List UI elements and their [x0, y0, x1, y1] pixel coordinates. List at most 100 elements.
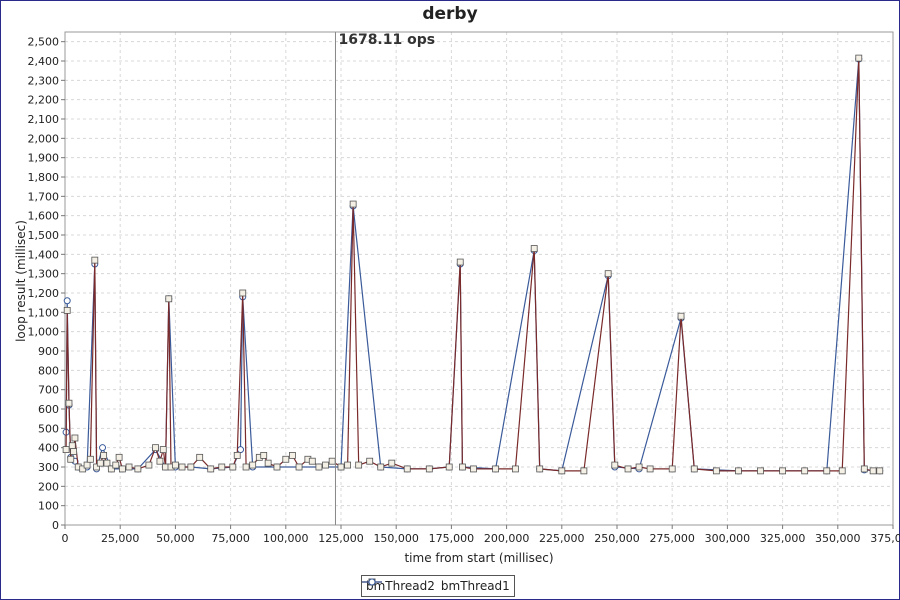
- annotation-layer: 1678.11 ops: [334, 32, 435, 525]
- data-point: [425, 465, 433, 473]
- data-point: [125, 463, 133, 471]
- data-point: [134, 465, 142, 473]
- y-tick-label: 600: [38, 403, 59, 416]
- legend: bmThread2 bmThread1: [361, 575, 515, 597]
- data-point: [735, 467, 742, 475]
- data-point: [273, 463, 281, 471]
- data-point: [171, 461, 179, 469]
- y-tick-label: 1,800: [28, 171, 60, 184]
- data-point: [242, 463, 250, 471]
- data-point: [289, 451, 296, 459]
- data-point: [388, 459, 396, 467]
- y-tick-label: 1,500: [28, 229, 60, 242]
- data-point: [107, 465, 115, 473]
- data-point: [349, 200, 357, 208]
- data-point: [876, 467, 884, 475]
- data-point: [677, 312, 685, 320]
- data-point: [112, 461, 120, 469]
- x-tick-label: 200,000: [484, 532, 530, 545]
- y-tick-label: 2,000: [28, 132, 60, 145]
- y-tick-label: 700: [38, 384, 59, 397]
- data-point: [119, 465, 126, 473]
- data-point: [86, 455, 94, 463]
- data-point: [823, 467, 831, 475]
- data-point: [152, 444, 159, 452]
- data-point: [159, 446, 167, 454]
- data-point: [178, 463, 186, 471]
- data-point: [115, 453, 123, 461]
- data-point: [869, 467, 877, 475]
- y-tick-label: 500: [38, 422, 59, 435]
- y-tick-label: 400: [38, 442, 59, 455]
- data-point: [668, 465, 676, 473]
- data-point: [445, 463, 453, 471]
- data-point: [260, 451, 268, 459]
- data-point: [624, 465, 632, 473]
- y-axis-label: loop result (millisec): [14, 220, 28, 342]
- data-point: [635, 463, 643, 471]
- plot-area: [64, 31, 894, 526]
- y-tick-label: 1,600: [28, 210, 60, 223]
- x-tick-label: 0: [62, 532, 69, 545]
- data-point: [156, 457, 164, 465]
- data-point: [295, 463, 303, 471]
- data-point: [470, 465, 477, 473]
- data-point: [229, 463, 237, 471]
- data-point: [83, 461, 91, 469]
- data-point: [512, 465, 519, 473]
- legend-item: bmThread1: [362, 578, 510, 593]
- data-point: [366, 457, 374, 465]
- data-point: [344, 461, 352, 469]
- data-point: [779, 467, 786, 475]
- y-tick-label: 2,500: [28, 36, 60, 49]
- data-point: [62, 446, 70, 454]
- x-tick-label: 300,000: [705, 532, 751, 545]
- circle-marker-icon: [362, 578, 382, 586]
- x-tick-label: 75,000: [211, 532, 250, 545]
- y-tick-label: 300: [38, 461, 59, 474]
- grid-layer: [64, 32, 894, 526]
- x-tick-label: 375,000: [870, 532, 900, 545]
- y-tick-label: 1,400: [28, 248, 60, 261]
- legend-label: bmThread2: [366, 579, 435, 593]
- series-bmThread2: [62, 54, 884, 475]
- data-point: [239, 289, 247, 297]
- y-tick-label: 0: [52, 519, 59, 532]
- y-tick-label: 200: [38, 480, 59, 493]
- data-point: [604, 270, 612, 278]
- x-tick-label: 350,000: [815, 532, 861, 545]
- y-tick-label: 900: [38, 345, 59, 358]
- x-tick-label: 325,000: [760, 532, 806, 545]
- data-point: [801, 467, 809, 475]
- data-point: [91, 256, 99, 264]
- data-point: [855, 54, 863, 62]
- data-point: [646, 465, 654, 473]
- data-point: [611, 461, 619, 469]
- y-tick-label: 1,900: [28, 152, 60, 165]
- data-point: [757, 467, 764, 475]
- data-point: [712, 467, 720, 475]
- data-point: [860, 465, 868, 473]
- data-point: [322, 461, 329, 469]
- data-point: [530, 245, 538, 252]
- x-tick-label: 100,000: [263, 532, 309, 545]
- x-tick-label: 125,000: [318, 532, 364, 545]
- x-tick-label: 25,000: [101, 532, 140, 545]
- data-point: [249, 461, 257, 469]
- y-tick-label: 800: [38, 364, 59, 377]
- x-tick-label: 250,000: [594, 532, 640, 545]
- data-point: [459, 463, 466, 471]
- data-point: [67, 455, 75, 463]
- y-tick-label: 1,200: [28, 287, 60, 300]
- data-point: [99, 444, 107, 452]
- y-tick-label: 100: [38, 500, 59, 513]
- data-point: [187, 463, 195, 471]
- y-tick-label: 1,300: [28, 268, 60, 281]
- data-point: [71, 434, 79, 442]
- data-point: [96, 459, 104, 467]
- data-point: [93, 463, 100, 471]
- data-point: [100, 451, 108, 459]
- data-point: [838, 467, 846, 475]
- x-tick-label: 225,000: [539, 532, 585, 545]
